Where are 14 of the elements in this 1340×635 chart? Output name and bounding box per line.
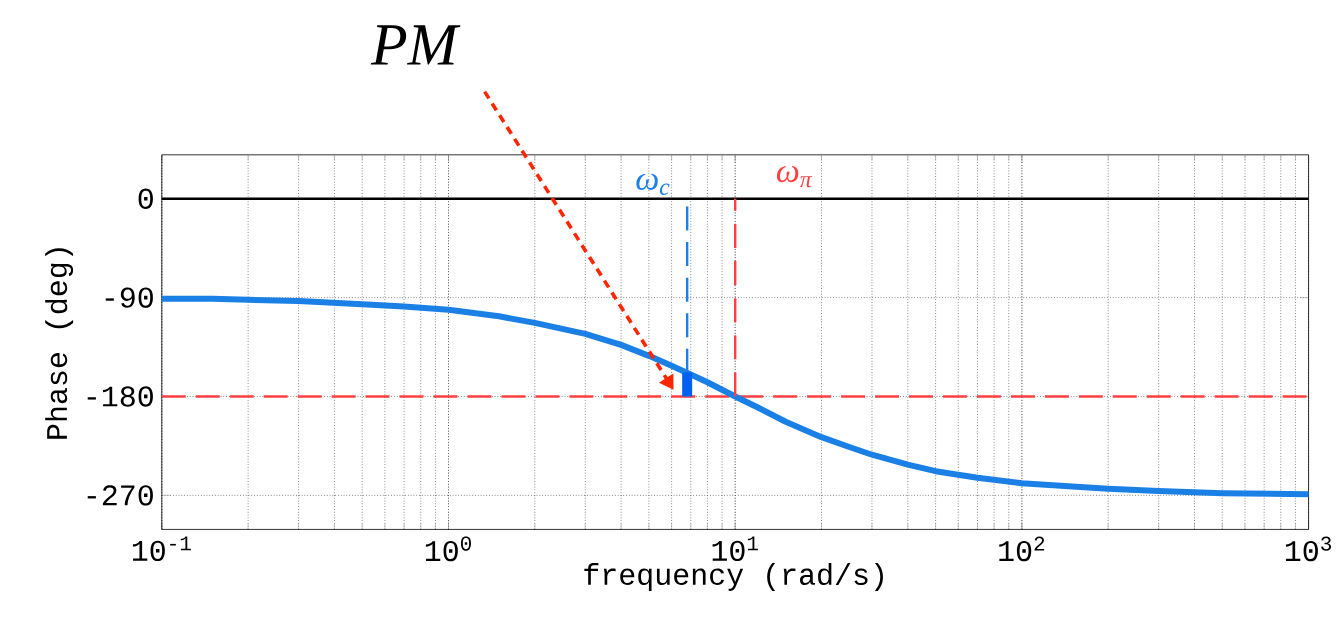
series-label: ω$_{π}$ <box>776 165 813 188</box>
y-tick-label: 0 <box>138 188 153 209</box>
x-tick-label: 10$^{3}$ <box>1285 536 1332 562</box>
series-label: ω$_{c}$ <box>636 173 670 195</box>
y-tick-label: -90 <box>105 287 153 308</box>
x-tick-label: 10$^{2}$ <box>999 536 1045 562</box>
y-axis-title: Phase (deg) <box>45 248 74 439</box>
y-tick-label: -180 <box>87 386 153 407</box>
x-axis-title: frequency (rad/s) <box>584 562 883 591</box>
x-tick-label: 10$^{0}$ <box>425 536 471 562</box>
x-tick-label: 10$^{-1}$ <box>132 536 191 561</box>
y-tick-label: -270 <box>87 485 153 506</box>
x-tick-label: 10$^{1}$ <box>712 536 758 561</box>
text: PM <box>370 25 461 65</box>
